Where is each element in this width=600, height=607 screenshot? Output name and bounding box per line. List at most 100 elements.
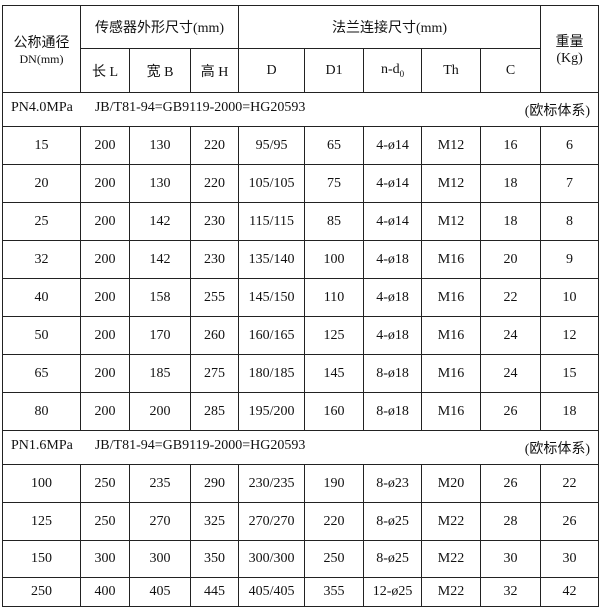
table-cell: 250 bbox=[2, 577, 81, 607]
section-header: (欧标体系) PN1.6MPa JB/T81-94=GB9119-2000=HG20… bbox=[1, 430, 600, 465]
col-c: C bbox=[480, 48, 542, 93]
table-cell: 180/185 bbox=[238, 354, 306, 393]
table-cell: 30 bbox=[480, 540, 542, 578]
weight-label: 重量 bbox=[555, 35, 584, 50]
table-cell: 20 bbox=[2, 164, 81, 203]
table-cell: 200 bbox=[80, 164, 130, 203]
table-cell: 110 bbox=[304, 278, 365, 317]
table-cell: 4-ø18 bbox=[363, 278, 423, 317]
table-cell: 4-ø18 bbox=[363, 316, 423, 355]
sensor-group-header: 传感器外形尺寸(mm) bbox=[79, 5, 240, 49]
nd-label: n-d bbox=[380, 62, 400, 78]
table-cell: 4-ø14 bbox=[363, 126, 423, 165]
table-cell: 270/270 bbox=[238, 502, 306, 541]
table-cell: 220 bbox=[189, 126, 240, 165]
table-cell: 125 bbox=[304, 316, 365, 355]
weight-unit: (Kg) bbox=[556, 51, 583, 66]
table-cell: 145 bbox=[304, 354, 365, 393]
table-cell: 250 bbox=[80, 464, 130, 503]
table-cell: 142 bbox=[129, 240, 191, 279]
table-row: 100 250 235 290 230/235 190 8-ø23 M20 26 22 bbox=[2, 464, 600, 503]
col-height: 高 H bbox=[189, 48, 240, 93]
table-cell: 42 bbox=[540, 577, 600, 607]
table-cell: 300 bbox=[129, 540, 191, 578]
table-cell: 65 bbox=[304, 126, 365, 165]
nd-subscript: 0 bbox=[399, 68, 405, 79]
table-cell: 26 bbox=[540, 502, 600, 541]
section-header-row: (欧标体系) PN1.6MPa JB/T81-94=GB9119-2000=HG20… bbox=[1, 430, 600, 465]
table-cell: 26 bbox=[480, 464, 542, 503]
col-length: 长 L bbox=[80, 48, 130, 93]
table-cell: 255 bbox=[189, 278, 240, 317]
table-cell: 15 bbox=[2, 126, 81, 165]
table-cell: M16 bbox=[421, 392, 482, 431]
table-cell: M16 bbox=[421, 278, 482, 317]
table-cell: 300/300 bbox=[238, 540, 306, 578]
table-cell: 200 bbox=[80, 354, 130, 393]
table-cell: 85 bbox=[304, 202, 365, 241]
table-cell: 220 bbox=[304, 502, 365, 541]
table-cell: 290 bbox=[189, 464, 240, 503]
table-cell: 65 bbox=[2, 354, 81, 393]
table-cell: 355 bbox=[304, 577, 365, 607]
col-d1: D1 bbox=[304, 48, 365, 93]
table-cell: 405/405 bbox=[238, 577, 306, 607]
table-row: 250 400 405 445 405/405 355 12-ø25 M22 32 42 bbox=[2, 577, 600, 607]
table-cell: M16 bbox=[421, 240, 482, 279]
table-cell: 200 bbox=[80, 126, 130, 165]
table-cell: 160/165 bbox=[238, 316, 306, 355]
flowmeter-dimension-table: 公称通径 DN(mm) 传感器外形尺寸(mm) 法兰连接尺寸(mm) 重量 (K… bbox=[1, 5, 600, 607]
table-cell: 22 bbox=[480, 278, 542, 317]
table-row: 25 200 142 230 115/115 85 4-ø14 M12 18 8 bbox=[2, 202, 600, 241]
col-d: D bbox=[238, 48, 306, 93]
table-cell: 260 bbox=[189, 316, 240, 355]
table-cell: 200 bbox=[80, 316, 130, 355]
table-cell: 200 bbox=[80, 202, 130, 241]
dn-header: 公称通径 DN(mm) bbox=[2, 5, 81, 93]
table-cell: 130 bbox=[129, 164, 191, 203]
table-cell: 200 bbox=[129, 392, 191, 431]
dn-label: 公称通径 bbox=[13, 35, 70, 51]
table-cell: 220 bbox=[189, 164, 240, 203]
table-cell: M22 bbox=[421, 577, 482, 607]
pressure-rating: PN4.0MPa bbox=[11, 99, 73, 115]
table-row: 40 200 158 255 145/150 110 4-ø18 M16 22 10 bbox=[2, 278, 600, 317]
section-header: (欧标体系) PN4.0MPa JB/T81-94=GB9119-2000=HG20… bbox=[1, 92, 600, 127]
table-cell: 22 bbox=[540, 464, 600, 503]
section-header-row: (欧标体系) PN4.0MPa JB/T81-94=GB9119-2000=HG20… bbox=[1, 92, 600, 127]
table-cell: 160 bbox=[304, 392, 365, 431]
table-cell: 325 bbox=[189, 502, 240, 541]
table-cell: 285 bbox=[189, 392, 240, 431]
table-cell: 16 bbox=[480, 126, 542, 165]
table-cell: 8-ø23 bbox=[363, 464, 423, 503]
table-cell: 235 bbox=[129, 464, 191, 503]
table-cell: 100 bbox=[304, 240, 365, 279]
table-row: 150 300 300 350 300/300 250 8-ø25 M22 30 30 bbox=[2, 540, 600, 578]
table-cell: 40 bbox=[2, 278, 81, 317]
table-cell: 8-ø18 bbox=[363, 354, 423, 393]
table-cell: 350 bbox=[189, 540, 240, 578]
table-cell: 158 bbox=[129, 278, 191, 317]
weight-header: 重量 (Kg) bbox=[540, 5, 600, 93]
table-cell: 32 bbox=[480, 577, 542, 607]
table-cell: M16 bbox=[421, 354, 482, 393]
table-cell: M12 bbox=[421, 164, 482, 203]
table-cell: 300 bbox=[80, 540, 130, 578]
table-cell: M22 bbox=[421, 540, 482, 578]
table-cell: 12 bbox=[540, 316, 600, 355]
table-cell: 200 bbox=[80, 240, 130, 279]
table-cell: 50 bbox=[2, 316, 81, 355]
table-cell: 200 bbox=[80, 392, 130, 431]
table-cell: 230 bbox=[189, 202, 240, 241]
table-cell: 8 bbox=[540, 202, 600, 241]
table-cell: 8-ø25 bbox=[363, 502, 423, 541]
table-cell: 28 bbox=[480, 502, 542, 541]
table-row: 125 250 270 325 270/270 220 8-ø25 M22 28 26 bbox=[2, 502, 600, 541]
table-row: 15 200 130 220 95/95 65 4-ø14 M12 16 6 bbox=[2, 126, 600, 165]
table-cell: 12-ø25 bbox=[363, 577, 423, 607]
table-row: 32 200 142 230 135/140 100 4-ø18 M16 20 9 bbox=[2, 240, 600, 279]
table-row: 65 200 185 275 180/185 145 8-ø18 M16 24 15 bbox=[2, 354, 600, 393]
table-cell: 150 bbox=[2, 540, 81, 578]
table-cell: M20 bbox=[421, 464, 482, 503]
table-cell: 250 bbox=[304, 540, 365, 578]
